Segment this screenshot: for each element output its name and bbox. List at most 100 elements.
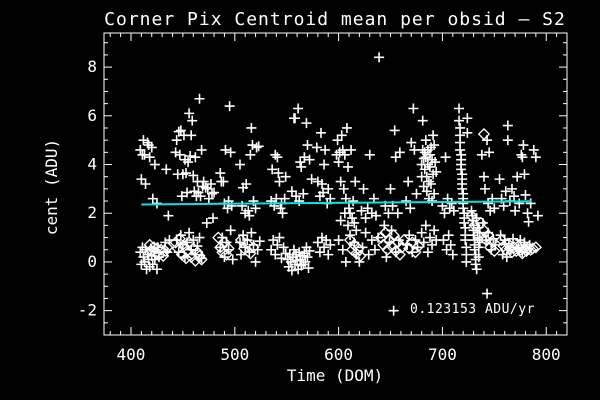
data-point-plus: [181, 168, 192, 179]
data-point-plus: [517, 152, 528, 163]
data-point-plus: [293, 103, 304, 114]
data-point-diamond: [393, 248, 406, 261]
data-point-plus: [187, 115, 198, 126]
data-point-diamond: [465, 209, 478, 222]
data-point-plus: [360, 213, 371, 224]
data-point-diamond: [247, 241, 260, 254]
data-point-plus: [520, 189, 531, 200]
data-point-diamond: [147, 241, 160, 254]
data-point-plus: [468, 230, 479, 241]
data-point-plus: [186, 130, 197, 141]
data-point-plus: [298, 188, 309, 199]
data-point-diamond: [383, 233, 396, 247]
data-point-plus: [314, 247, 325, 258]
data-point-diamond: [154, 243, 168, 256]
data-point-plus: [139, 149, 150, 160]
data-point-plus: [447, 249, 458, 260]
data-point-plus: [479, 183, 490, 194]
data-point-plus: [218, 176, 229, 187]
data-point-plus: [440, 152, 451, 163]
data-point-diamond: [212, 231, 225, 244]
data-point-plus: [348, 196, 359, 207]
data-point-plus: [444, 203, 455, 214]
data-point-plus: [302, 252, 313, 263]
data-point-plus: [136, 174, 147, 185]
data-point-plus: [245, 149, 256, 160]
data-point-plus: [286, 265, 297, 276]
data-point-plus: [416, 227, 427, 238]
data-point-plus: [285, 256, 296, 267]
data-point-diamond: [352, 242, 365, 255]
data-point-plus: [342, 220, 353, 231]
data-point-plus: [298, 259, 309, 270]
data-point-plus: [401, 196, 412, 207]
data-point-plus: [510, 205, 521, 216]
data-point-plus: [144, 152, 155, 163]
y-tick-label: 2: [87, 203, 97, 222]
data-point-plus: [383, 208, 394, 219]
data-point-plus: [356, 205, 367, 216]
data-point-plus: [276, 253, 287, 264]
data-point-plus: [194, 232, 205, 243]
data-point-plus: [341, 122, 352, 133]
data-point-plus: [482, 288, 493, 299]
data-point-plus: [532, 210, 543, 221]
data-point-diamond: [497, 239, 510, 253]
data-point-plus: [358, 183, 369, 194]
data-point-plus: [516, 149, 527, 160]
data-point-plus: [411, 188, 422, 199]
data-point-plus: [303, 263, 314, 274]
data-point-plus: [333, 235, 344, 246]
data-point-plus: [243, 205, 254, 216]
data-point-plus: [429, 188, 440, 199]
data-point-plus: [417, 115, 428, 126]
data-point-plus: [138, 252, 149, 263]
data-point-plus: [335, 215, 346, 226]
y-tick-label: 6: [87, 106, 97, 125]
data-point-plus: [311, 142, 322, 153]
data-point-plus: [366, 235, 377, 246]
data-point-plus: [170, 147, 181, 158]
data-point-plus: [509, 191, 520, 202]
data-point-plus: [469, 244, 480, 255]
data-point-plus: [498, 200, 509, 211]
data-point-plus: [366, 208, 377, 219]
data-point-diamond: [173, 232, 186, 245]
data-point-plus: [196, 144, 207, 155]
data-point-plus: [404, 230, 415, 241]
data-point-plus: [217, 232, 228, 243]
data-point-plus: [333, 157, 344, 168]
data-point-diamond: [179, 252, 193, 265]
data-point-plus: [518, 140, 529, 151]
data-point-plus: [438, 235, 449, 246]
data-point-plus: [299, 152, 310, 163]
data-point-plus: [286, 186, 297, 197]
data-point-plus: [406, 137, 417, 148]
x-tick-label: 700: [428, 345, 457, 364]
data-point-plus: [439, 208, 450, 219]
data-point-plus: [421, 186, 432, 197]
data-point-plus: [250, 256, 261, 267]
data-point-plus: [318, 187, 329, 198]
data-point-plus: [508, 233, 519, 244]
data-point-plus: [461, 256, 472, 267]
data-point-plus: [163, 210, 174, 221]
data-point-plus: [385, 183, 396, 194]
data-point-plus: [275, 203, 286, 214]
data-point-plus: [424, 161, 435, 172]
y-tick-label: 4: [87, 155, 97, 174]
data-point-plus: [500, 186, 511, 197]
data-point-plus: [300, 256, 311, 267]
data-point-plus: [205, 179, 216, 189]
data-point-plus: [304, 154, 315, 165]
data-point-plus: [420, 220, 431, 231]
data-point-diamond: [161, 241, 174, 254]
data-point-plus: [455, 144, 466, 155]
data-point-plus: [201, 217, 212, 228]
data-point-plus: [462, 127, 473, 138]
data-point-plus: [431, 166, 442, 177]
data-point-plus: [277, 208, 288, 219]
data-point-plus: [194, 93, 205, 104]
